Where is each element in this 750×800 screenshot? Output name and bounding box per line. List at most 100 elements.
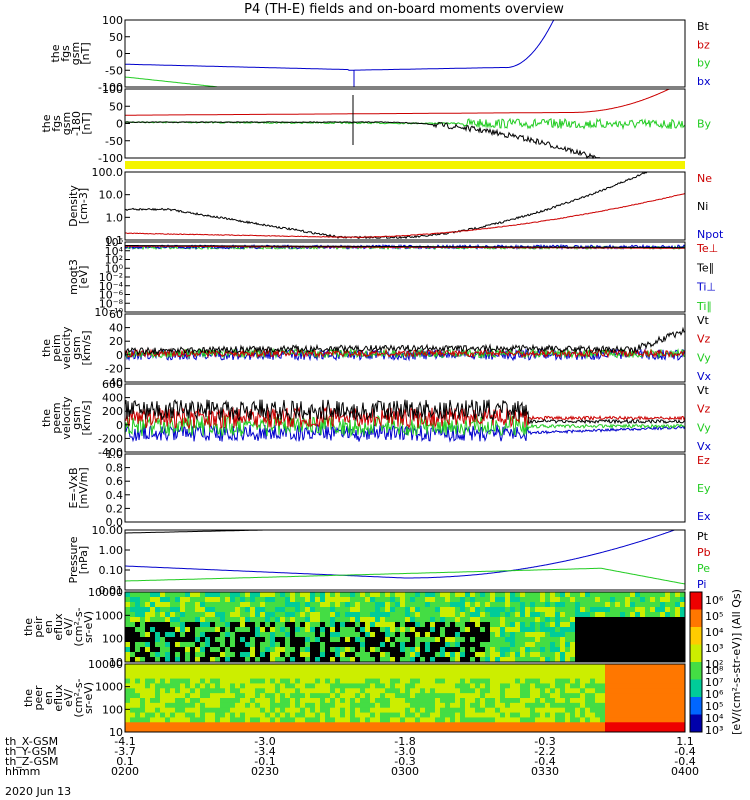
spectro-cell <box>265 597 271 603</box>
xaxis-tick: 0230 <box>251 765 279 778</box>
spectro-cell <box>530 647 536 653</box>
spectro-cell <box>290 627 296 633</box>
spectro-cell <box>610 607 616 613</box>
spectro-cell <box>355 597 361 603</box>
spectro-cell <box>415 602 421 608</box>
spectro-cell <box>530 698 536 704</box>
spectro-cell <box>670 637 676 643</box>
spectro-cell <box>290 717 296 723</box>
spectro-cell <box>570 622 576 628</box>
spectro-cell <box>155 688 161 694</box>
spectro-cell <box>585 657 591 663</box>
spectro-cell <box>135 668 141 675</box>
spectro-cell <box>270 673 276 680</box>
spectro-cell <box>325 727 331 733</box>
spectro-cell <box>645 717 651 723</box>
spectro-cell <box>155 592 161 598</box>
colorbar-frame <box>689 591 703 733</box>
spectro-cell <box>315 688 321 694</box>
spectro-cell <box>625 647 631 653</box>
spectro-cell <box>605 612 611 618</box>
spectro-cell <box>290 617 296 623</box>
spectro-cell <box>540 712 546 718</box>
spectro-cell <box>350 627 356 633</box>
spectro-cell <box>410 632 416 638</box>
spectro-cell <box>365 673 371 680</box>
spectro-cell <box>380 678 386 684</box>
spectro-cell <box>310 612 316 618</box>
spectro-cell <box>625 668 631 675</box>
spectro-cell <box>285 668 291 675</box>
spectro-cell <box>490 617 496 623</box>
spectro-cell <box>555 632 561 638</box>
spectro-cell <box>445 664 451 670</box>
spectro-cell <box>155 727 161 733</box>
spectro-cell <box>175 632 181 638</box>
spectro-cell <box>210 597 216 603</box>
spectro-cell <box>480 632 486 638</box>
spectro-cell <box>275 622 281 628</box>
spectro-cell <box>220 693 226 699</box>
spectro-cell <box>415 683 421 689</box>
spectro-cell <box>275 627 281 633</box>
colorbar-tick: 10⁵ <box>705 610 723 623</box>
spectro-cell <box>235 688 241 694</box>
spectro-cell <box>500 602 506 608</box>
spectro-cell <box>170 657 176 663</box>
spectro-cell <box>200 668 206 675</box>
spectro-cell <box>330 632 336 638</box>
spectro-cell <box>130 717 136 723</box>
spectro-cell <box>405 712 411 718</box>
spectro-cell <box>560 688 566 694</box>
spectro-cell <box>520 612 526 618</box>
spectro-cell <box>440 597 446 603</box>
spectro-cell <box>580 607 586 613</box>
spectro-cell <box>270 664 276 670</box>
spectro-cell <box>430 617 436 623</box>
spectro-cell <box>410 693 416 699</box>
spectro-cell <box>240 707 246 714</box>
spectro-cell <box>525 602 531 608</box>
spectro-cell <box>175 607 181 613</box>
spectro-cell <box>390 727 396 733</box>
spectro-cell <box>485 702 491 709</box>
spectro-cell <box>175 722 181 728</box>
ytick-label: 60 <box>109 308 123 321</box>
spectro-cell <box>155 717 161 723</box>
spectro-cell <box>145 698 151 704</box>
spectro-cell <box>190 693 196 699</box>
spectro-cell <box>500 652 506 658</box>
spectro-cell <box>135 647 141 653</box>
spectro-cell <box>480 688 486 694</box>
spectro-cell <box>445 702 451 709</box>
spectro-cell <box>565 693 571 699</box>
spectro-cell <box>360 678 366 684</box>
spectro-cell <box>205 668 211 675</box>
spectro-cell <box>460 652 466 658</box>
spectro-cell <box>460 722 466 728</box>
spectro-cell <box>280 627 286 633</box>
spectro-cell <box>600 707 606 714</box>
spectro-cell <box>205 652 211 658</box>
spectro-cell <box>610 722 616 728</box>
spectro-cell <box>475 597 481 603</box>
spectro-cell <box>155 678 161 684</box>
spectro-cell <box>350 678 356 684</box>
spectro-cell <box>300 664 306 670</box>
spectro-cell <box>180 602 186 608</box>
spectro-cell <box>430 678 436 684</box>
spectro-cell <box>350 592 356 598</box>
ylabel-line: velocity <box>60 396 73 439</box>
spectro-cell <box>205 612 211 618</box>
spectro-cell <box>590 597 596 603</box>
spectro-cell <box>220 722 226 728</box>
spectro-cell <box>205 688 211 694</box>
spectro-cell <box>650 617 656 623</box>
spectro-cell <box>415 637 421 643</box>
spectro-cell <box>135 673 141 680</box>
ylabel-line: gsm <box>70 406 83 429</box>
spectro-cell <box>405 607 411 613</box>
spectro-cell <box>585 664 591 670</box>
xaxis-tick: -0.4 <box>674 745 695 758</box>
spectro-cell <box>520 707 526 714</box>
